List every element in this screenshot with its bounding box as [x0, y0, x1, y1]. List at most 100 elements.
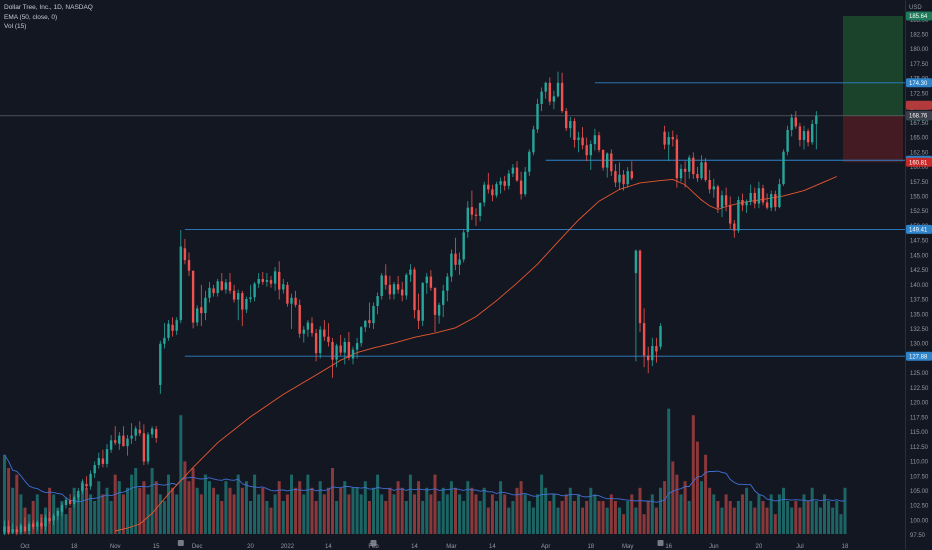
price-badge — [906, 157, 932, 167]
price-tick-label: 120.00 — [910, 401, 929, 407]
level-badge — [906, 351, 932, 361]
time-tick-label: Jun — [709, 544, 719, 550]
volume-bar — [630, 494, 634, 534]
candle-body — [524, 171, 527, 195]
volume-bar — [663, 481, 667, 534]
volume-bar — [777, 494, 781, 534]
candle-body — [774, 194, 777, 208]
candle-body — [757, 188, 761, 204]
symbol-legend[interactable]: Dollar Tree, Inc., 1D, NASDAQ — [4, 4, 93, 11]
price-axis[interactable]: 97.50 100.00 102.50 105.00 107.50 110.00 112.5… — [910, 18, 929, 539]
candle-body — [89, 473, 92, 487]
volume-bar — [281, 501, 285, 534]
volume-bar — [613, 501, 617, 534]
earnings-marker[interactable] — [657, 540, 664, 546]
volume-legend[interactable]: Vol (15) — [4, 23, 27, 30]
candle-body — [790, 117, 793, 130]
volume-bar — [626, 501, 630, 534]
candle-body — [388, 284, 392, 295]
time-tick-label: Nov — [110, 544, 121, 550]
time-tick-label: 20 — [756, 544, 763, 550]
ema-legend[interactable]: EMA (50, close, 0) — [4, 13, 58, 21]
price-tick-label: 137.50 — [910, 298, 929, 304]
volume-bar — [470, 487, 474, 534]
level-badge-text: 174.30 — [909, 81, 928, 87]
candle-body — [622, 174, 625, 185]
price-badge — [906, 11, 932, 21]
candle-body — [642, 323, 646, 356]
price-tick-label: 100.00 — [910, 518, 929, 524]
volume-bar — [433, 474, 437, 534]
volume-bar — [404, 501, 408, 534]
candle-body — [597, 135, 601, 150]
volume-bar — [101, 494, 105, 534]
candle-body — [282, 284, 285, 290]
volume-bar — [60, 501, 64, 534]
stop-zone[interactable] — [843, 115, 903, 163]
volume-bar — [712, 494, 716, 534]
volume-bar — [835, 501, 839, 534]
volume-bar — [790, 507, 794, 534]
currency-label: USD — [909, 5, 922, 11]
volume-bar — [441, 487, 445, 534]
candle-body — [811, 124, 814, 143]
candle-body — [339, 345, 342, 353]
volume-bar — [523, 494, 527, 534]
candle-body — [269, 280, 273, 284]
price-tick-label: 182.50 — [910, 33, 929, 39]
earnings-marker[interactable] — [177, 540, 184, 546]
candle-body — [606, 153, 609, 168]
volume-bar — [80, 481, 84, 534]
volume-bar — [310, 487, 314, 534]
candle-body — [474, 214, 478, 216]
target-zone[interactable] — [843, 16, 903, 116]
candle-body — [683, 168, 687, 172]
candle-body — [253, 283, 256, 298]
candle-body — [44, 517, 47, 527]
volume-bar — [572, 501, 576, 534]
candle-body — [548, 82, 551, 102]
price-tick-label: 130.00 — [910, 342, 929, 348]
volume-bar — [413, 494, 416, 534]
time-tick-label: Dec — [192, 544, 203, 550]
volume-bar — [695, 441, 699, 534]
candle-body — [581, 137, 584, 146]
price-badge — [906, 100, 932, 110]
volume-bar — [708, 487, 712, 534]
candle-body — [294, 297, 297, 305]
candle-body — [450, 253, 453, 277]
volume-bar — [335, 501, 339, 534]
volume-bar — [318, 481, 322, 534]
volume-bar — [527, 501, 531, 534]
candle-body — [749, 192, 752, 202]
candle-body — [499, 181, 502, 185]
horizontal-levels[interactable] — [184, 82, 905, 357]
price-tick-label: 185.00 — [910, 18, 929, 24]
candle-body — [134, 428, 137, 436]
candle-body — [733, 223, 736, 231]
volume-bar — [589, 487, 593, 534]
candle-body — [667, 136, 670, 145]
time-axis[interactable]: Oct 18 Nov 15 Dec 20 2022 14 Feb 14 Mar 14 Apr 18 May 1… — [20, 544, 849, 550]
volume-bar — [720, 507, 724, 534]
volume-bar — [35, 494, 39, 534]
volume-bar — [203, 474, 207, 534]
price-tick-label: 117.50 — [910, 415, 929, 421]
candle-body — [392, 284, 396, 295]
candle-body — [384, 275, 387, 285]
time-tick-label: 20 — [247, 544, 254, 550]
volume-bar — [126, 487, 129, 534]
volume-bar — [228, 487, 232, 534]
volume-bar — [384, 501, 388, 534]
price-tick-label: 135.00 — [910, 312, 929, 318]
candle-body — [56, 511, 59, 516]
volume-bar — [179, 415, 183, 534]
time-tick-label: Apr — [541, 544, 550, 550]
earnings-marker[interactable] — [370, 540, 377, 546]
volume-bar — [577, 494, 580, 534]
candle-body — [323, 329, 326, 337]
position-tool[interactable] — [0, 16, 905, 163]
earnings-markers[interactable] — [177, 540, 664, 546]
candle-body — [487, 184, 490, 190]
